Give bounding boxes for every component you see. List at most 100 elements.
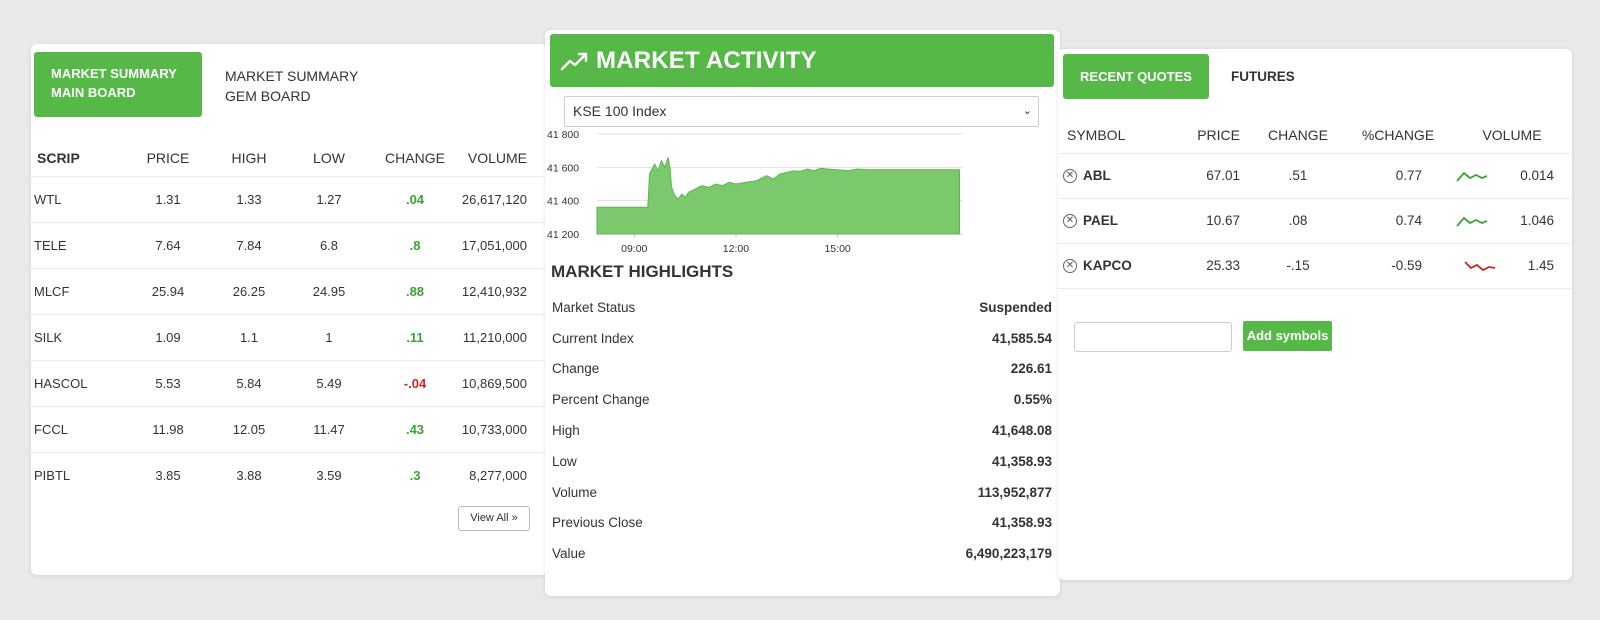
price-cell: 25.33	[1180, 242, 1252, 289]
highlight-row: Market Status Suspended	[552, 292, 1052, 323]
pct-change-cell: 0.77	[1344, 152, 1452, 198]
highlight-value: 0.55%	[1013, 392, 1052, 408]
col-change[interactable]: CHANGE	[385, 149, 445, 166]
tab-main-board[interactable]: MARKET SUMMARY MAIN BOARD	[34, 52, 202, 117]
recent-quotes-table: SYMBOL PRICE CHANGE %CHANGE VOLUME ✕ ABL 6…	[1058, 117, 1572, 289]
symbol-label: ABL	[1083, 167, 1111, 183]
volume-cell: 1.45	[1452, 242, 1572, 289]
trend-up-icon	[560, 52, 588, 70]
change-cell: .3	[369, 451, 461, 498]
highlight-label: Low	[552, 453, 577, 469]
volume-cell: 10,733,000	[461, 405, 547, 452]
col-high[interactable]: HIGH	[231, 149, 267, 166]
table-row[interactable]: WTL 1.31 1.33 1.27.04 26,617,120	[31, 175, 547, 222]
highlight-label: Market Status	[552, 299, 636, 315]
col-pct-change[interactable]: %CHANGE	[1361, 126, 1435, 143]
highlight-row: Volume 113,952,877	[552, 477, 1052, 508]
scrip-cell: HASCOL	[31, 359, 127, 406]
highlight-label: Value	[552, 546, 586, 562]
table-row[interactable]: HASCOL 5.53 5.84 5.49 -.04 10,869,500	[31, 359, 547, 406]
table-row[interactable]: FCCL 11.98 12.05 11.47.43 10,733,000	[31, 405, 547, 452]
change-cell: .04	[369, 175, 461, 222]
table-row[interactable]: MLCF 25.94 26.25 24.95.88 12,410,932	[31, 267, 547, 314]
col-scrip[interactable]: SCRIP	[37, 149, 80, 166]
price-cell: 10.67	[1180, 197, 1252, 243]
add-symbol-input[interactable]	[1074, 322, 1232, 352]
tab-recent-quotes[interactable]: RECENT QUOTES	[1063, 54, 1209, 99]
market-highlights-title: MARKET HIGHLIGHTS	[551, 262, 734, 281]
volume-cell: 12,410,932	[461, 267, 547, 314]
high-cell: 7.84	[209, 221, 289, 268]
scrip-cell: TELE	[31, 221, 127, 268]
highlight-value: 226.61	[1010, 361, 1052, 377]
tab-gem-board-line1: MARKET SUMMARY	[225, 68, 359, 84]
high-cell: 1.33	[209, 175, 289, 222]
index-select[interactable]: KSE 100 Index ⌄	[564, 96, 1039, 127]
tab-main-board-line1: MARKET SUMMARY	[51, 66, 177, 81]
highlight-row: Percent Change 0.55%	[552, 384, 1052, 415]
scrip-cell: WTL	[31, 175, 127, 222]
tab-gem-board[interactable]: MARKET SUMMARY GEM BOARD	[202, 52, 382, 120]
col-volume[interactable]: VOLUME	[1482, 126, 1542, 143]
change-cell: -.04	[369, 359, 461, 406]
remove-icon[interactable]: ✕	[1063, 214, 1077, 229]
volume-cell: 0.014	[1452, 152, 1572, 198]
highlight-label: Change	[552, 361, 600, 377]
col-volume[interactable]: VOLUME	[467, 149, 527, 166]
quote-row[interactable]: ✕ ABL 67.01.51 0.77 0.014	[1058, 152, 1572, 198]
highlight-label: Volume	[552, 484, 598, 500]
volume-value: 1.046	[1520, 212, 1554, 228]
quotes-header-row: SYMBOL PRICE CHANGE %CHANGE VOLUME	[1058, 117, 1572, 153]
chevron-down-icon: ⌄	[1022, 105, 1032, 117]
table-row[interactable]: SILK 1.09 1.1 1.11 11,210,000	[31, 313, 547, 360]
highlight-value: 6,490,223,179	[965, 546, 1052, 562]
tab-futures[interactable]: FUTURES	[1231, 69, 1295, 84]
remove-icon[interactable]: ✕	[1063, 169, 1077, 184]
col-price[interactable]: PRICE	[146, 149, 190, 166]
highlight-value: 41,358.93	[991, 515, 1052, 531]
highlight-label: Percent Change	[552, 392, 650, 408]
y-tick-label: 41 200	[547, 229, 579, 241]
index-select-value: KSE 100 Index	[573, 103, 667, 119]
volume-cell: 8,277,000	[461, 451, 547, 498]
x-tick-label: 09:00	[621, 243, 647, 255]
symbol-label: PAEL	[1083, 212, 1119, 228]
col-symbol[interactable]: SYMBOL	[1067, 126, 1126, 143]
change-cell: .51	[1252, 152, 1344, 198]
highlight-row: Previous Close 41,358.93	[552, 508, 1052, 539]
sparkline-icon	[1456, 216, 1488, 227]
highlight-label: Current Index	[552, 330, 634, 346]
market-highlights-table: Market Status Suspended Current Index 41,58…	[552, 292, 1052, 569]
change-cell: .8	[369, 221, 461, 268]
sparkline-icon	[1456, 171, 1488, 182]
col-price[interactable]: PRICE	[1197, 126, 1240, 143]
scrip-cell: SILK	[31, 313, 127, 360]
col-low[interactable]: LOW	[313, 149, 345, 166]
view-all-label: View All	[470, 512, 509, 524]
table-row[interactable]: TELE 7.64 7.84 6.8.8 17,051,000	[31, 221, 547, 268]
y-tick-label: 41 800	[547, 129, 579, 141]
change-cell: .11	[369, 313, 461, 360]
col-change[interactable]: CHANGE	[1268, 126, 1328, 143]
sparkline-icon	[1464, 261, 1495, 272]
table-row[interactable]: PIBTL 3.85 3.88 3.59.3 8,277,000	[31, 451, 547, 498]
change-cell: .43	[369, 405, 461, 452]
view-all-button[interactable]: View All »	[458, 506, 530, 531]
remove-icon[interactable]: ✕	[1063, 259, 1077, 274]
high-cell: 26.25	[209, 267, 289, 314]
symbol-cell: ✕ PAEL	[1058, 197, 1180, 243]
highlight-value: Suspended	[979, 299, 1052, 315]
low-cell: 5.49	[289, 359, 369, 406]
highlight-row: High 41,648.08	[552, 415, 1052, 446]
recent-quotes-card: RECENT QUOTES FUTURES SYMBOL PRICE CHANG…	[1058, 49, 1572, 580]
tab-gem-board-line2: GEM BOARD	[225, 88, 311, 104]
quote-row[interactable]: ✕ PAEL 10.67.08 0.74 1.046	[1058, 197, 1572, 243]
add-symbols-button[interactable]: Add symbols	[1243, 321, 1332, 351]
scrip-cell: PIBTL	[31, 451, 127, 498]
highlight-value: 41,648.08	[991, 423, 1052, 439]
pct-change-cell: -0.59	[1344, 242, 1452, 289]
quote-row[interactable]: ✕ KAPCO 25.33 -.15 -0.59 1.45	[1058, 242, 1572, 289]
symbol-cell: ✕ ABL	[1058, 152, 1180, 198]
x-tick-label: 12:00	[723, 243, 749, 255]
highlight-value: 41,358.93	[991, 453, 1052, 469]
